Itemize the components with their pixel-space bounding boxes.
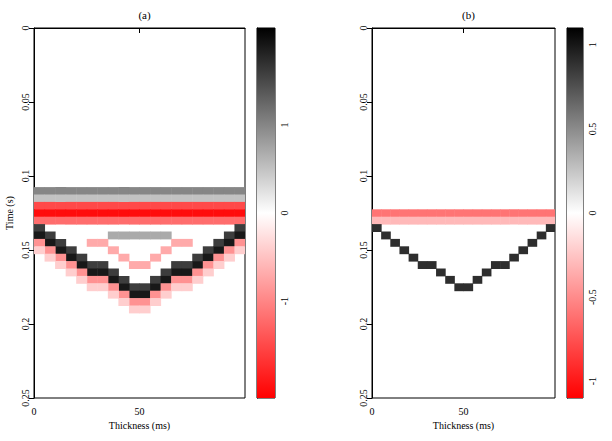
svg-text:50: 50 xyxy=(459,406,469,417)
svg-text:0.2: 0.2 xyxy=(20,318,31,331)
svg-text:Time (s): Time (s) xyxy=(4,196,16,230)
svg-text:0: 0 xyxy=(587,211,598,216)
svg-text:0.5: 0.5 xyxy=(587,123,598,136)
svg-text:(a): (a) xyxy=(138,9,151,22)
svg-text:0: 0 xyxy=(20,26,31,31)
svg-text:-1: -1 xyxy=(279,297,290,305)
svg-text:0.1: 0.1 xyxy=(358,170,369,183)
svg-text:0: 0 xyxy=(358,26,369,31)
svg-text:0.05: 0.05 xyxy=(358,93,369,111)
svg-text:Thickness (ms): Thickness (ms) xyxy=(109,420,170,432)
svg-text:0: 0 xyxy=(370,406,375,417)
svg-text:0.15: 0.15 xyxy=(358,241,369,259)
svg-text:0.2: 0.2 xyxy=(358,318,369,331)
svg-text:0: 0 xyxy=(279,211,290,216)
svg-text:50: 50 xyxy=(135,406,145,417)
svg-text:0: 0 xyxy=(32,406,37,417)
svg-text:0.25: 0.25 xyxy=(358,389,369,407)
svg-text:0.15: 0.15 xyxy=(20,241,31,259)
svg-text:1: 1 xyxy=(587,42,598,47)
svg-text:0.1: 0.1 xyxy=(20,170,31,183)
svg-text:(b): (b) xyxy=(462,9,475,22)
svg-text:Thickness (ms): Thickness (ms) xyxy=(433,420,494,432)
svg-text:1: 1 xyxy=(279,122,290,127)
svg-text:0.25: 0.25 xyxy=(20,389,31,407)
svg-text:0.05: 0.05 xyxy=(20,93,31,111)
svg-text:-1: -1 xyxy=(587,377,598,385)
svg-text:-0.5: -0.5 xyxy=(587,289,598,305)
